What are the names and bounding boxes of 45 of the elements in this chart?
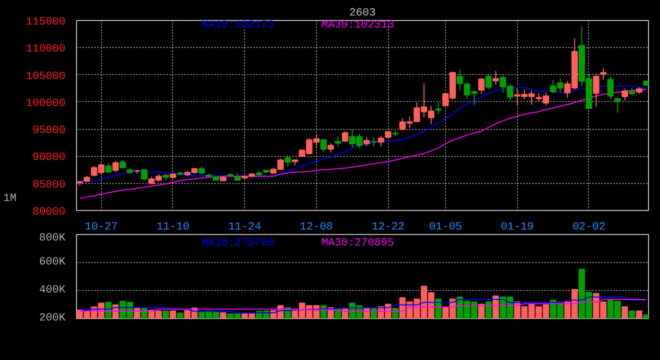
y-tick-label: 105000 [26,70,66,83]
y-tick-label: 95000 [32,125,66,138]
text: MA10:102173 [202,20,274,32]
candlestick [478,78,485,95]
chart-title: 2603 [349,8,376,20]
candlestick [435,101,442,114]
y-tick-label: 85000 [32,179,66,192]
x-tick-label: 11-10 [156,222,190,234]
x-tick-label: 12-08 [300,222,333,234]
candlestick [600,68,607,80]
candlestick [492,70,499,86]
y-tick-label: 90000 [32,152,66,164]
x-tick-label: 10-27 [84,222,118,234]
candlestick [112,160,119,172]
candlestick [320,138,327,152]
y-tick-label: 600K [39,256,66,268]
candlestick [284,154,291,168]
text: MA10:275760 [202,238,274,250]
candlestick [334,136,342,147]
candlestick [141,168,148,182]
candlestick [328,142,334,153]
y-tick-label: 800K [39,232,66,244]
candlestick [592,72,600,108]
y-tick-label: 400K [39,284,66,296]
candlestick [614,98,621,114]
y-tick-label: 100000 [26,98,66,110]
x-tick-label: 12-22 [372,222,405,234]
x-tick-label: 01-05 [429,222,462,234]
y-tick-label: 110000 [26,44,66,56]
x-tick-label: 02-02 [572,222,606,234]
text: 1M [3,193,16,206]
candlestick [607,76,614,100]
y-tick-label: 200K [39,312,66,324]
x-tick-label: 11-24 [228,222,262,234]
candlestick [485,74,492,90]
y-tick-label: 115000 [26,16,66,28]
candlestick [105,162,112,174]
y-tick-label: 80000 [32,206,66,218]
text: MA30:270895 [322,238,394,250]
candlestick [378,136,384,147]
text: MA30:102313 [322,20,394,32]
x-tick-label: 01-19 [500,222,534,234]
candlestick [342,130,348,143]
candlestick [622,88,628,101]
candlestick [370,136,377,147]
